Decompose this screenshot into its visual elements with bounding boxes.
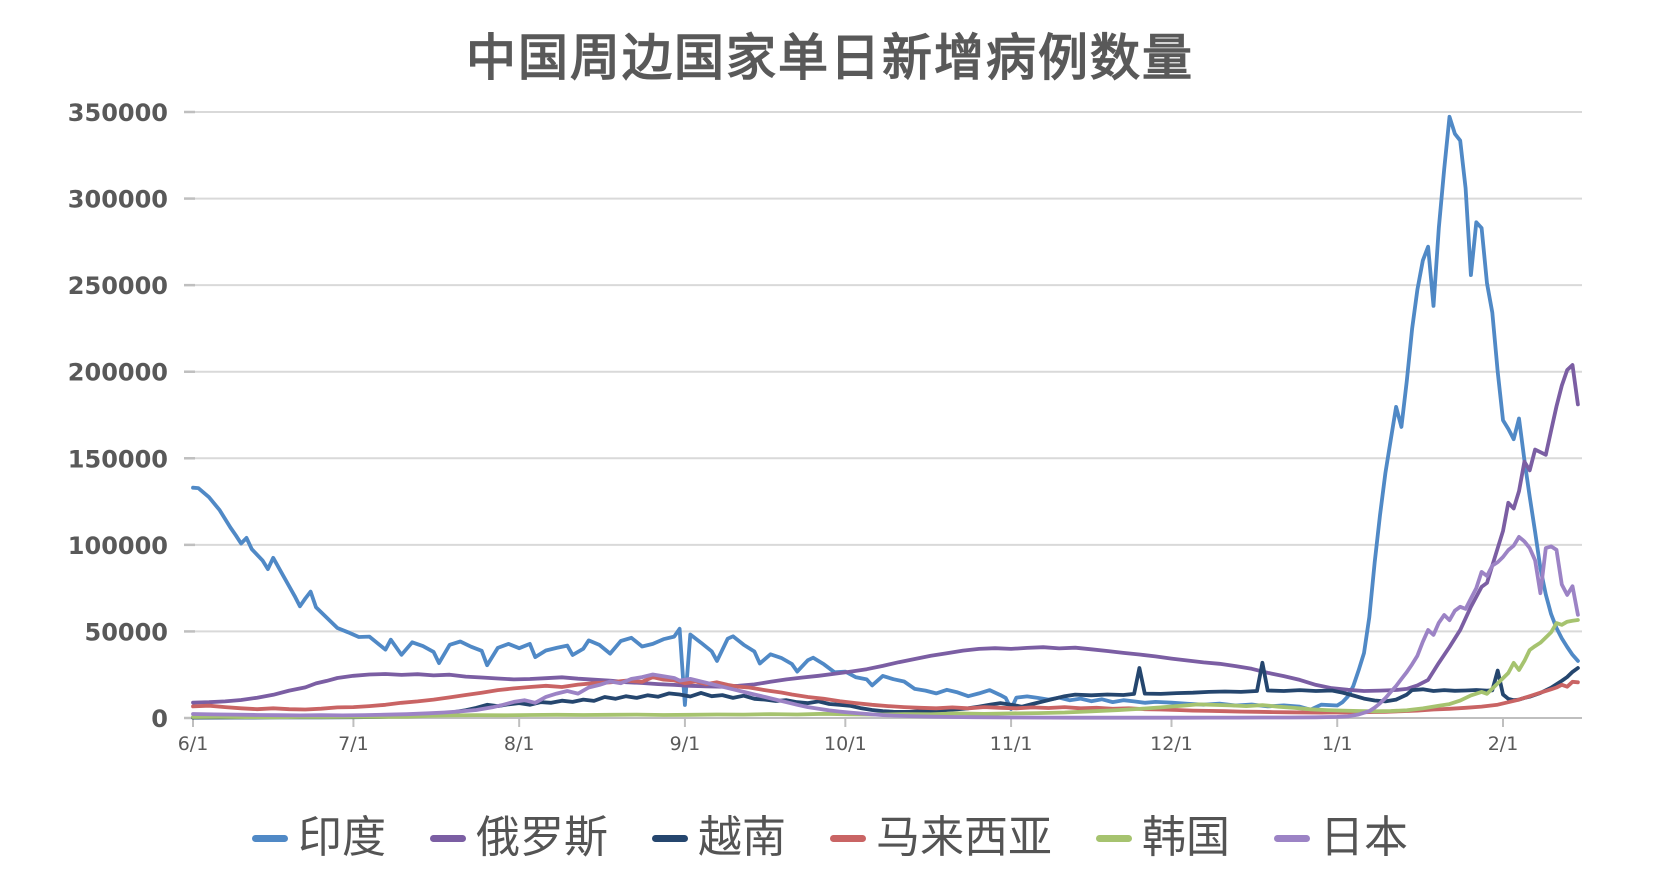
series-line-south-korea	[191, 618, 1580, 720]
y-tick-label: 150000	[68, 445, 168, 473]
x-tick-label: 6/1	[178, 733, 209, 755]
legend-label-malaysia: 马来西亚	[876, 812, 1052, 863]
y-tick-label: 300000	[68, 186, 168, 214]
x-tick-label: 1/1	[1322, 733, 1353, 755]
y-tick-label: 50000	[85, 618, 169, 646]
series-line-malaysia	[191, 675, 1580, 715]
series-line-india	[191, 114, 1580, 712]
legend-swatch-malaysia	[830, 834, 866, 842]
legend-label-south-korea: 韩国	[1142, 812, 1230, 863]
y-tick-label: 100000	[68, 532, 168, 560]
chart-legend: 印度 俄罗斯 越南 马来西亚 韩国 日本	[0, 816, 1660, 860]
legend-swatch-india	[252, 834, 288, 842]
chart-title: 中国周边国家单日新增病例数量	[466, 28, 1194, 87]
legend-swatch-vietnam	[652, 834, 688, 842]
legend-item-malaysia: 马来西亚	[830, 816, 1052, 860]
x-tick-label: 9/1	[670, 733, 701, 755]
x-tick-label: 8/1	[504, 733, 535, 755]
legend-label-japan: 日本	[1320, 812, 1408, 863]
y-tick-label: 350000	[68, 99, 168, 127]
x-tick-label: 11/1	[990, 733, 1033, 755]
x-tick-label: 10/1	[824, 733, 867, 755]
legend-item-south-korea: 韩国	[1096, 816, 1230, 860]
legend-swatch-south-korea	[1096, 834, 1132, 842]
x-tick-label: 2/1	[1488, 733, 1519, 755]
legend-item-india: 印度	[252, 816, 386, 860]
legend-label-vietnam: 越南	[698, 812, 786, 863]
y-tick-label: 250000	[68, 272, 168, 300]
series-line-russia	[191, 363, 1580, 705]
y-tick-label: 0	[151, 705, 168, 733]
legend-label-russia: 俄罗斯	[476, 812, 608, 863]
legend-item-vietnam: 越南	[652, 816, 786, 860]
legend-swatch-russia	[430, 834, 466, 842]
legend-swatch-japan	[1274, 834, 1310, 842]
x-tick-label: 7/1	[338, 733, 369, 755]
legend-label-india: 印度	[298, 812, 386, 863]
x-tick-label: 12/1	[1150, 733, 1193, 755]
legend-item-japan: 日本	[1274, 816, 1408, 860]
legend-item-russia: 俄罗斯	[430, 816, 608, 860]
y-tick-label: 200000	[68, 359, 168, 387]
series-line-japan	[191, 535, 1580, 720]
